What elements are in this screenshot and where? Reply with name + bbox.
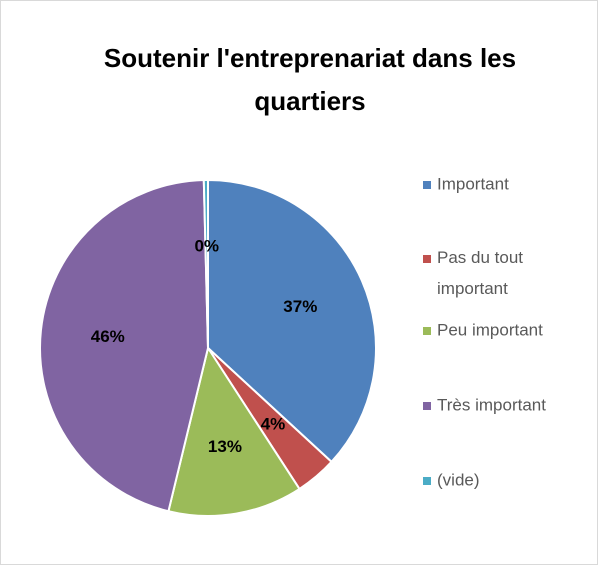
legend-label: Très important xyxy=(437,395,546,414)
legend-swatch xyxy=(423,255,431,263)
legend-swatch xyxy=(423,327,431,335)
data-label: 13% xyxy=(208,437,242,456)
pie-slice xyxy=(207,178,377,464)
legend-swatch xyxy=(423,477,431,485)
pie-slice xyxy=(202,178,209,349)
chart-title: Soutenir l'entreprenariat dans les quarti… xyxy=(104,43,516,116)
data-label: 37% xyxy=(283,297,317,316)
legend-label: Pas du tout important xyxy=(437,248,523,298)
data-label: 4% xyxy=(261,415,286,434)
legend-label: Peu important xyxy=(437,320,543,339)
pie-slice xyxy=(39,179,210,513)
data-label: 46% xyxy=(91,327,125,346)
pie-slice xyxy=(167,345,301,517)
legend-label: Important xyxy=(437,174,509,193)
data-label: 0% xyxy=(194,237,219,256)
legend-swatch xyxy=(423,402,431,410)
legend-label: (vide) xyxy=(437,470,480,489)
legend-swatch xyxy=(423,181,431,189)
